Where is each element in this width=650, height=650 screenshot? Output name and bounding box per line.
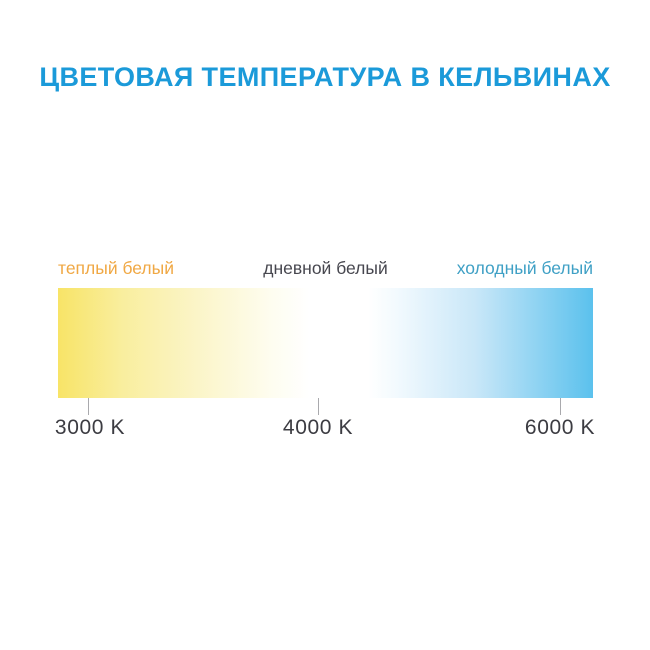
page-title: ЦВЕТОВАЯ ТЕМПЕРАТУРА В КЕЛЬВИНАХ (39, 62, 611, 92)
tick-label-6000k: 6000 K (524, 416, 596, 439)
zone-labels-row: теплый белый дневной белый холодный белы… (58, 258, 593, 280)
zone-label-warm-white: теплый белый (58, 258, 174, 278)
tick-mark-4000k (318, 398, 319, 415)
temperature-gradient-bar (58, 288, 593, 398)
zone-label-cold-white: холодный белый (456, 258, 593, 278)
tick-mark-6000k (560, 398, 561, 415)
tick-label-4000k: 4000 K (282, 416, 354, 439)
tick-mark-3000k (88, 398, 89, 415)
tick-label-3000k: 3000 K (54, 416, 126, 439)
zone-label-daylight-white: дневной белый (263, 258, 388, 278)
